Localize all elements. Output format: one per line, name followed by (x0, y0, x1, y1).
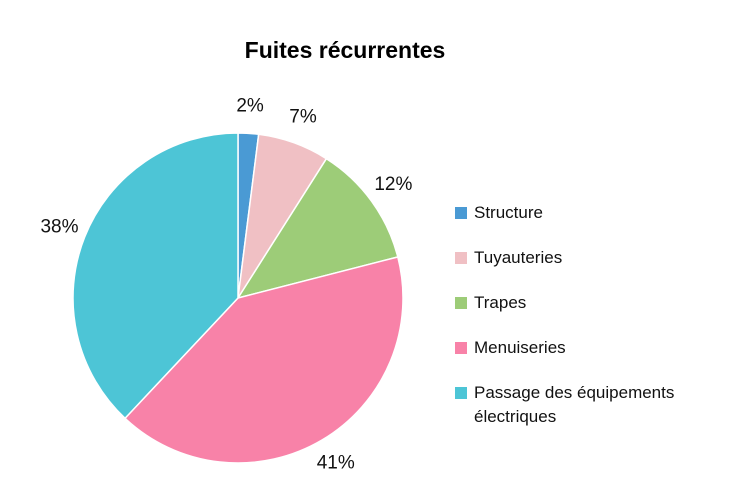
pie-slice (72, 132, 239, 420)
data-label: 2% (236, 95, 264, 116)
legend-label: Trapes (474, 293, 527, 312)
legend-label: Tuyauteries (474, 248, 563, 267)
legend-swatch (455, 252, 467, 264)
pie-slice (123, 256, 404, 464)
legend-item: Menuiseries (455, 338, 714, 360)
legend-swatch (455, 342, 467, 354)
data-label: 41% (317, 452, 355, 473)
data-label: 12% (374, 174, 412, 195)
data-label: 38% (40, 216, 78, 237)
pie-slice (236, 157, 399, 300)
legend-item: Tuyauteries (455, 248, 714, 270)
legend-swatch (455, 297, 467, 309)
legend-item: Structure (455, 203, 714, 225)
legend-label: Structure (474, 203, 543, 222)
legend-label: Menuiseries (474, 338, 566, 357)
legend-label: Passage des équipements électriques (474, 383, 675, 426)
legend-item: Passage des équipements électriques (455, 383, 714, 429)
data-label: 7% (289, 106, 317, 127)
legend-swatch (455, 207, 467, 219)
legend-item: Trapes (455, 293, 714, 315)
chart-title: Fuites récurrentes (245, 37, 446, 63)
legend-swatch (455, 387, 467, 399)
